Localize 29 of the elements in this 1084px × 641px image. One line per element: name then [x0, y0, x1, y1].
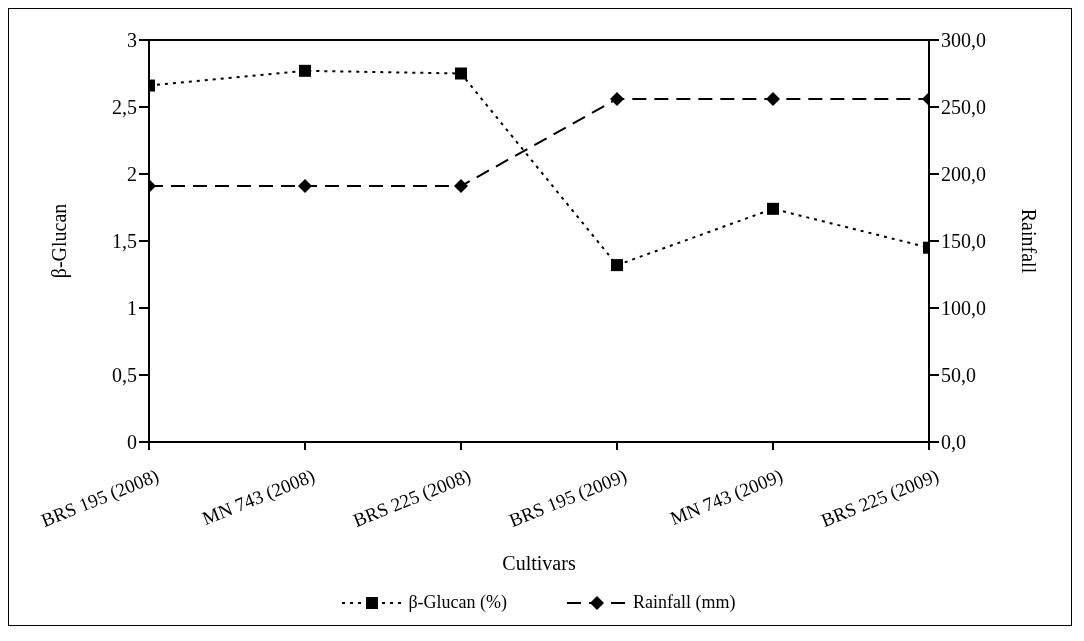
legend-label: Rainfall (mm): [632, 592, 736, 613]
y2-tick-label: 200,0: [941, 163, 986, 186]
y2-tick-label: 0,0: [941, 431, 966, 454]
x-tick-label: BRS 195 (2008): [38, 464, 162, 532]
x-tick-label: BRS 225 (2009): [818, 464, 942, 532]
y-tick-label: 2,5: [112, 96, 137, 119]
legend-label: β-Glucan (%): [407, 592, 508, 613]
point: [299, 64, 311, 77]
y-tick-label: 1: [127, 297, 137, 320]
y2-tick-label: 250,0: [941, 96, 986, 119]
point: [767, 202, 779, 215]
x-tick-label: BRS 195 (2009): [506, 464, 630, 532]
y2-tick-label: 300,0: [941, 29, 986, 52]
x-tick-label: MN 743 (2008): [199, 464, 318, 530]
x-tick-label: BRS 225 (2008): [350, 464, 474, 532]
y-tick-label: 3: [127, 29, 137, 52]
point: [455, 67, 467, 80]
y2-tick-label: 100,0: [941, 297, 986, 320]
y-tick-label: 1,5: [112, 230, 137, 253]
y-tick-label: 0: [127, 431, 137, 454]
y-tick-label: 2: [127, 163, 137, 186]
x-tick-label: MN 743 (2009): [667, 464, 786, 530]
y2-tick-label: 50,0: [941, 364, 976, 387]
y-axis-title: β-Glucan: [48, 203, 72, 279]
point: [611, 259, 623, 272]
y2-axis-title: Rainfall: [1017, 208, 1040, 274]
y2-tick-label: 150,0: [941, 230, 986, 253]
x-axis-title: Cultivars: [502, 552, 576, 574]
y-tick-label: 0,5: [112, 364, 137, 387]
